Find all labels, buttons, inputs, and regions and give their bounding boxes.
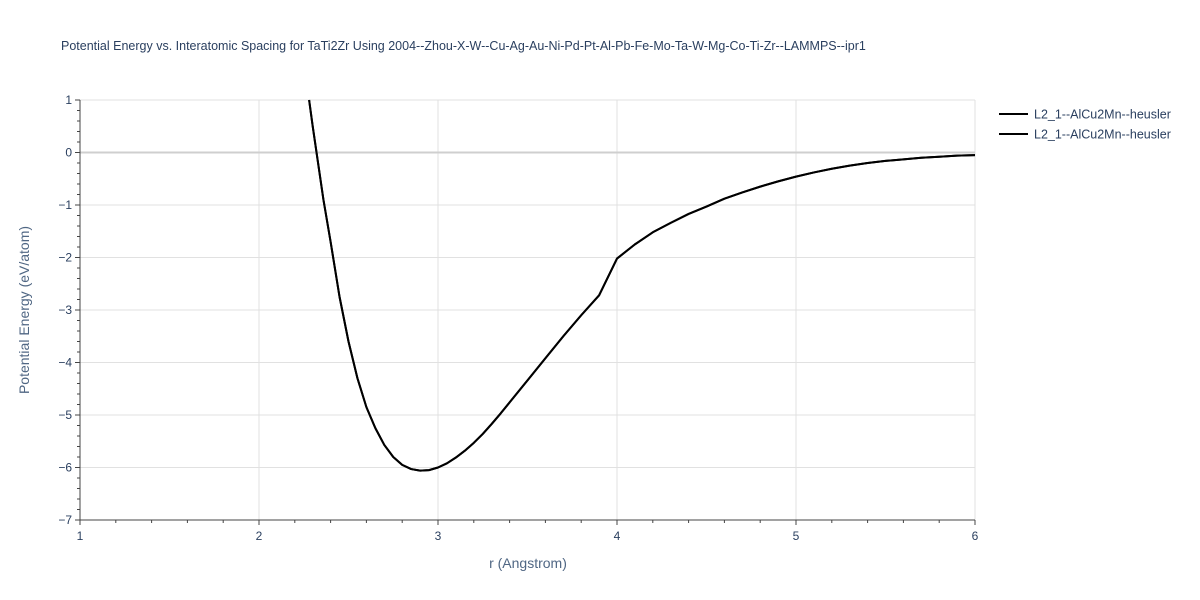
chart-title: Potential Energy vs. Interatomic Spacing… <box>61 39 866 53</box>
x-tick-label: 3 <box>435 529 442 543</box>
y-tick-label: 1 <box>65 93 72 107</box>
x-tick-label: 4 <box>614 529 621 543</box>
y-tick-label: −3 <box>58 303 72 317</box>
y-tick-label: −7 <box>58 513 72 527</box>
x-tick-label: 2 <box>256 529 263 543</box>
y-tick-label: −4 <box>58 356 72 370</box>
series-lines <box>308 99 976 472</box>
y-tick-label: −2 <box>58 251 72 265</box>
y-tick-label: −5 <box>58 408 72 422</box>
x-tick-label: 1 <box>77 529 84 543</box>
y-tick-label: −6 <box>58 461 72 475</box>
series-line-2 <box>308 99 976 472</box>
y-tick-label: 0 <box>65 146 72 160</box>
x-tick-label: 6 <box>972 529 979 543</box>
grid-lines <box>80 99 976 520</box>
legend-item-1[interactable]: L2_1--AlCu2Mn--heusler <box>999 108 1171 122</box>
x-axis-title: r (Angstrom) <box>489 555 567 571</box>
legend-item-2[interactable]: L2_1--AlCu2Mn--heusler <box>999 128 1171 142</box>
x-tick-label: 5 <box>793 529 800 543</box>
legend-label: L2_1--AlCu2Mn--heusler <box>1034 108 1171 122</box>
y-axis-title: Potential Energy (eV/atom) <box>16 226 32 394</box>
legend-label: L2_1--AlCu2Mn--heusler <box>1034 128 1171 142</box>
y-tick-label: −1 <box>58 198 72 212</box>
axes: 1 2 3 4 5 6 1 0 −1 −2 −3 −4 −5 −6 −7 <box>58 93 978 543</box>
legend[interactable]: L2_1--AlCu2Mn--heusler L2_1--AlCu2Mn--heu… <box>999 108 1171 142</box>
